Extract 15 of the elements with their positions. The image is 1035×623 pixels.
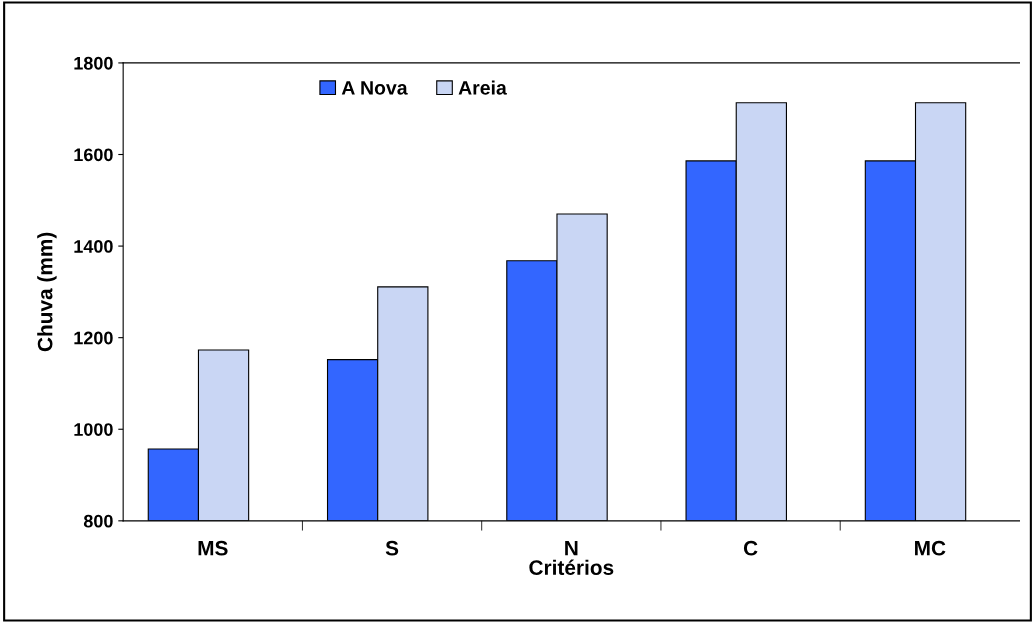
- legend-label: A Nova: [341, 81, 408, 95]
- y-tick-label: 800: [83, 514, 113, 528]
- x-tick-label: MC: [915, 540, 946, 556]
- y-axis-title: Chuva (mm): [37, 232, 57, 352]
- y-tick-label: 1600: [74, 148, 113, 162]
- y-tick-label: 1400: [74, 240, 113, 253]
- legend-label: Areia: [458, 80, 507, 95]
- x-tick-label: MS: [198, 540, 228, 556]
- x-tick-label: S: [385, 540, 399, 556]
- x-tick-label: N: [565, 541, 578, 556]
- y-tick-label: 1000: [74, 423, 113, 436]
- y-tick-label: 1800: [74, 56, 113, 70]
- x-axis-title: Critérios: [529, 559, 614, 575]
- y-tick-label: 1200: [74, 331, 113, 345]
- x-tick-label: C: [743, 540, 758, 556]
